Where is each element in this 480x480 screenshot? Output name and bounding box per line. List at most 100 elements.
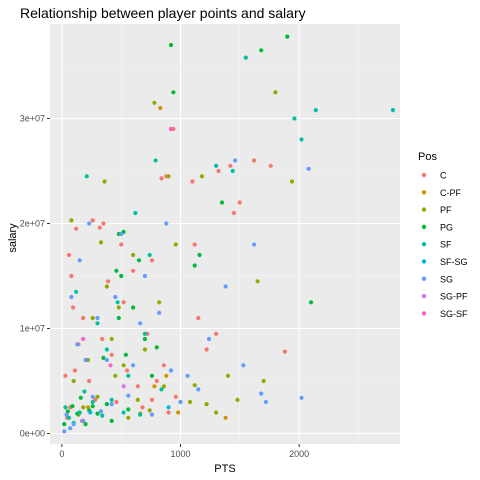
data-point bbox=[65, 409, 70, 414]
data-point bbox=[252, 242, 257, 247]
legend-key bbox=[421, 190, 427, 195]
data-point bbox=[83, 357, 88, 363]
data-point bbox=[149, 258, 155, 263]
data-point bbox=[106, 279, 111, 284]
data-point bbox=[131, 252, 136, 258]
data-point bbox=[126, 415, 131, 420]
legend-entry-label: PG bbox=[440, 222, 453, 232]
data-point bbox=[230, 168, 235, 174]
data-point bbox=[64, 412, 69, 417]
data-point bbox=[164, 221, 169, 226]
data-point bbox=[149, 412, 155, 417]
data-point bbox=[81, 336, 86, 342]
y-axis-ticks: 0e+00 1e+07 2e+07 3e+07 bbox=[20, 114, 50, 439]
data-point bbox=[90, 394, 95, 399]
data-point bbox=[204, 347, 209, 352]
data-point bbox=[104, 284, 109, 289]
data-point bbox=[259, 391, 264, 396]
data-point bbox=[197, 252, 202, 258]
data-point bbox=[166, 405, 171, 410]
data-point bbox=[192, 383, 197, 388]
data-point bbox=[138, 412, 143, 417]
data-point bbox=[87, 378, 92, 384]
data-point bbox=[131, 305, 136, 310]
major-gridlines bbox=[50, 24, 400, 444]
data-point bbox=[136, 258, 142, 263]
data-point bbox=[82, 389, 87, 394]
legend-entry-label: C-PF bbox=[440, 188, 461, 198]
x-tick-label: 2000 bbox=[289, 449, 309, 459]
data-point bbox=[131, 268, 136, 273]
data-point bbox=[121, 300, 126, 305]
data-point bbox=[168, 368, 174, 373]
data-point bbox=[125, 368, 130, 373]
data-point bbox=[113, 373, 118, 378]
data-point bbox=[261, 378, 266, 384]
data-point bbox=[77, 258, 82, 263]
data-point bbox=[135, 384, 140, 389]
data-point bbox=[157, 300, 162, 305]
x-axis-ticks: 0 1000 2000 bbox=[59, 444, 309, 459]
data-point bbox=[204, 402, 209, 407]
data-point bbox=[68, 426, 73, 431]
data-point bbox=[95, 321, 100, 326]
x-tick-label: 0 bbox=[59, 449, 64, 459]
data-point bbox=[142, 336, 147, 342]
data-point bbox=[152, 100, 157, 105]
data-point bbox=[225, 373, 231, 378]
data-point bbox=[101, 355, 106, 360]
legend-key bbox=[421, 207, 427, 212]
data-point bbox=[228, 163, 233, 168]
data-point bbox=[104, 357, 109, 363]
data-point bbox=[87, 221, 92, 226]
data-point bbox=[292, 116, 297, 121]
data-point bbox=[285, 34, 290, 39]
data-point bbox=[154, 378, 159, 384]
data-point bbox=[115, 300, 120, 305]
data-point bbox=[95, 394, 100, 399]
data-point bbox=[66, 252, 72, 258]
data-point bbox=[173, 394, 178, 399]
data-point bbox=[74, 289, 79, 294]
data-point bbox=[100, 336, 105, 342]
data-point bbox=[101, 221, 106, 226]
data-point bbox=[142, 331, 147, 336]
data-point bbox=[81, 418, 86, 423]
legend-entry-label: SF bbox=[440, 240, 452, 250]
x-tick-label: 1000 bbox=[170, 449, 190, 459]
data-point bbox=[166, 174, 171, 179]
data-point bbox=[282, 349, 287, 354]
data-point bbox=[116, 305, 121, 310]
data-point bbox=[98, 240, 104, 245]
data-point bbox=[190, 179, 195, 184]
data-point bbox=[149, 397, 155, 402]
data-point bbox=[164, 373, 169, 378]
data-point bbox=[252, 158, 257, 163]
data-point bbox=[241, 363, 246, 368]
data-point bbox=[306, 166, 311, 171]
data-point bbox=[63, 373, 68, 378]
data-point bbox=[140, 405, 145, 410]
data-point bbox=[216, 168, 221, 174]
y-tick-label: 1e+07 bbox=[20, 324, 45, 334]
data-point bbox=[159, 176, 164, 181]
data-point bbox=[109, 418, 114, 423]
data-point bbox=[81, 315, 86, 321]
legend-key bbox=[421, 242, 427, 247]
data-point bbox=[299, 137, 304, 142]
data-point bbox=[171, 90, 176, 95]
data-point bbox=[176, 410, 181, 415]
data-point bbox=[313, 108, 318, 113]
data-point bbox=[71, 305, 76, 310]
data-point bbox=[77, 410, 82, 415]
data-point bbox=[158, 105, 163, 111]
data-point bbox=[109, 336, 114, 342]
data-point bbox=[161, 363, 166, 368]
data-point bbox=[108, 363, 113, 368]
legend-entry-label: SG-SF bbox=[440, 309, 468, 319]
data-point bbox=[263, 399, 268, 405]
data-point bbox=[69, 294, 74, 300]
data-point bbox=[308, 300, 314, 305]
data-point bbox=[259, 48, 264, 53]
data-point bbox=[196, 387, 201, 392]
